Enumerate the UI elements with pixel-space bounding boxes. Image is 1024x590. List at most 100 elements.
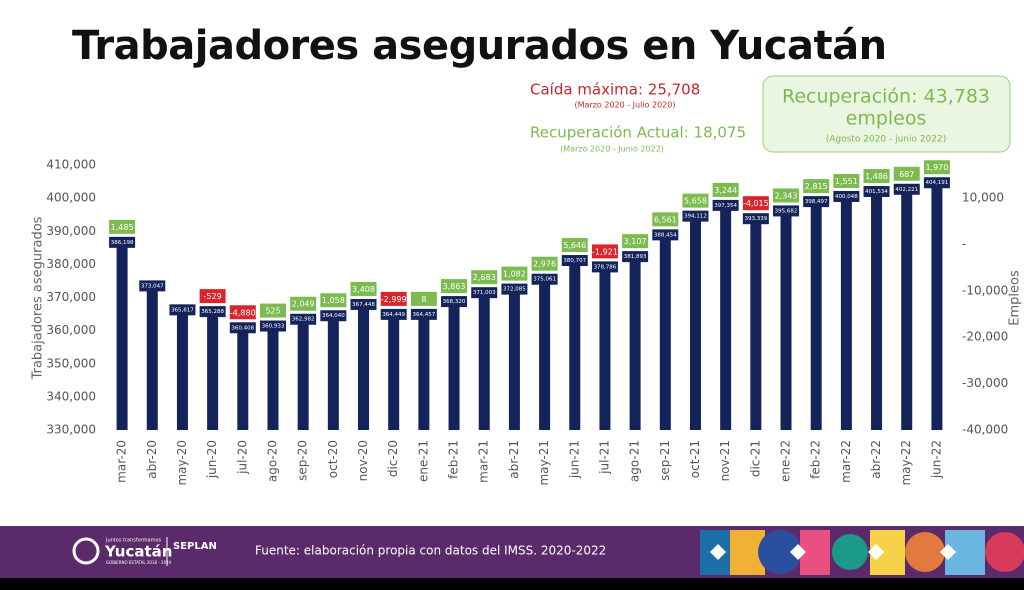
change-box	[501, 266, 528, 281]
bar	[327, 317, 339, 430]
value-label: 402,221	[895, 187, 918, 193]
change-label: 2,049	[292, 300, 315, 309]
change-box	[441, 279, 468, 294]
change-box	[380, 291, 407, 306]
y2-tick-label: 10,000	[962, 190, 1004, 204]
change-box	[893, 166, 920, 181]
value-label: 401,534	[865, 189, 888, 195]
value-label-box	[863, 186, 890, 198]
value-label-box	[380, 308, 407, 320]
annotation: Recuperación: 43,783	[782, 86, 990, 108]
value-label-box	[229, 322, 256, 334]
bar	[418, 315, 430, 430]
bar	[599, 268, 611, 430]
value-label-box	[109, 236, 136, 248]
change-label: 1,551	[835, 177, 858, 186]
value-label: 368,320	[443, 299, 466, 305]
value-label: 395,682	[775, 208, 798, 214]
change-box	[259, 303, 286, 318]
annotation: empleos	[846, 108, 927, 130]
y2-tick-label: -40,000	[962, 423, 1008, 437]
value-label-box	[923, 177, 950, 189]
x-tick-label: dic-20	[386, 440, 400, 477]
chart-title: Trabajadores asegurados en Yucatán	[72, 23, 887, 69]
x-tick-label: jul-21	[597, 440, 611, 475]
bar	[388, 315, 400, 430]
bar	[569, 262, 581, 430]
bar	[840, 197, 852, 430]
bar	[207, 313, 219, 430]
bar	[629, 258, 641, 430]
value-label: 394,112	[684, 214, 707, 220]
value-label: 386,198	[111, 240, 134, 246]
value-label-box	[591, 261, 618, 273]
value-label-box	[501, 283, 528, 295]
change-label: 5,646	[563, 241, 586, 250]
change-box	[863, 169, 890, 184]
y-tick-label: 410,000	[46, 158, 96, 172]
y-tick-label: 380,000	[46, 257, 96, 271]
value-label-box	[290, 313, 317, 325]
logo-sub: GOBIERNO ESTATAL 2018 - 2024	[106, 560, 172, 565]
change-box	[350, 281, 377, 296]
bar	[871, 193, 883, 430]
change-label: 2,683	[473, 273, 496, 282]
value-label-box	[742, 213, 769, 225]
value-label: 360,933	[262, 324, 285, 330]
y2-axis-label: Empleos	[1008, 270, 1023, 326]
y-tick-label: 330,000	[46, 423, 96, 437]
footer-pattern	[700, 530, 1024, 575]
value-label-box	[561, 255, 588, 267]
annotation-note: (Marzo 2020 - Junio 2022)	[560, 145, 664, 154]
value-label-box	[199, 306, 226, 318]
x-tick-label: ene-22	[779, 440, 793, 482]
y-tick-label: 370,000	[46, 290, 96, 304]
bar	[176, 311, 188, 430]
change-label: -1,921	[592, 247, 618, 256]
change-box	[622, 234, 649, 249]
change-box	[682, 193, 709, 208]
value-label: 398,497	[805, 199, 828, 205]
change-label: 2,343	[775, 191, 798, 200]
value-label: 373,047	[141, 283, 164, 289]
x-tick-label: may-21	[537, 440, 551, 486]
x-tick-label: oct-21	[688, 440, 702, 478]
change-box	[531, 256, 558, 271]
value-label-box	[410, 308, 437, 320]
bar	[810, 203, 822, 430]
value-label: 365,288	[201, 309, 224, 315]
value-label: 360,408	[231, 325, 254, 331]
change-label: 525	[265, 307, 280, 316]
change-label: 3,863	[443, 282, 466, 291]
change-box	[652, 212, 679, 227]
value-label-box	[441, 296, 468, 308]
value-label: 364,040	[322, 313, 345, 319]
value-label-box	[652, 229, 679, 241]
value-label: 393,339	[744, 216, 767, 222]
x-tick-label: abr-21	[507, 440, 521, 479]
y-tick-label: 390,000	[46, 224, 96, 238]
bar	[237, 329, 249, 430]
value-label: 371,003	[473, 290, 496, 296]
x-tick-label: ago-21	[628, 440, 642, 482]
value-label-box	[320, 310, 347, 322]
value-label: 404,191	[926, 180, 949, 186]
value-label-box	[803, 196, 830, 208]
change-box	[923, 160, 950, 175]
change-box	[561, 238, 588, 253]
change-box	[199, 289, 226, 304]
logo-top: Juntos transformamos	[105, 538, 162, 544]
bar	[146, 287, 158, 430]
bar	[750, 220, 762, 430]
value-label-box	[169, 304, 196, 316]
x-tick-label: ago-20	[265, 440, 279, 482]
change-box	[109, 219, 136, 234]
value-label: 367,448	[352, 302, 375, 308]
x-tick-label: jun-20	[205, 440, 219, 479]
change-label: 3,244	[714, 186, 737, 195]
value-label: 378,786	[594, 264, 617, 270]
value-label: 397,354	[714, 203, 737, 209]
x-tick-label: abr-22	[869, 440, 883, 479]
value-label-box	[259, 320, 286, 332]
